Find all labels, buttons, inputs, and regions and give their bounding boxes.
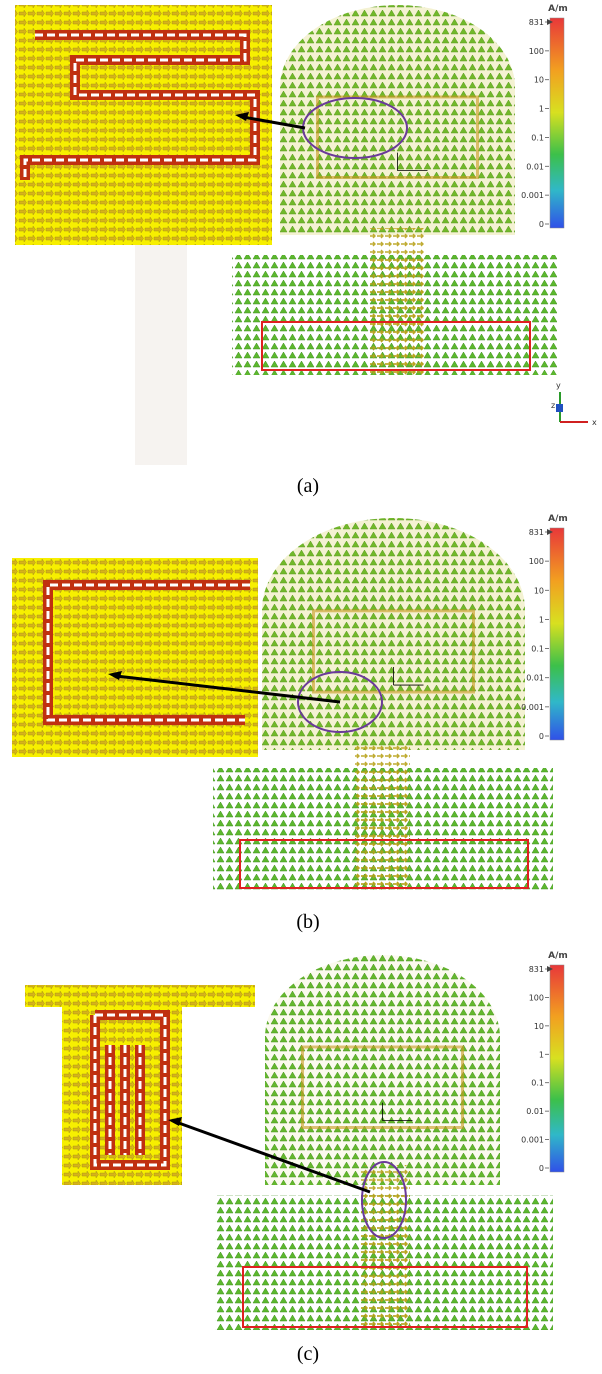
patch-tint [265, 955, 500, 1185]
patch-tint [280, 5, 515, 235]
colorbar-label: 0 [539, 1164, 544, 1173]
stub [360, 1195, 410, 1330]
axis-label: x [592, 418, 597, 427]
colorbar-label: 10 [534, 1022, 544, 1031]
colorbar-label: 0 [539, 220, 544, 229]
colorbar [550, 965, 564, 1172]
inset [15, 5, 272, 245]
stub [370, 255, 425, 375]
colorbar-unit: A/m [548, 514, 568, 524]
colorbar-unit: A/m [548, 4, 568, 14]
colorbar-label: 100 [529, 993, 544, 1002]
colorbar-label: 0.1 [531, 133, 544, 142]
colorbar-label: 10 [534, 76, 544, 85]
colorbar-label: 1 [539, 105, 544, 114]
colorbar-label: 100 [529, 557, 544, 566]
colorbar [550, 528, 564, 740]
axis-label: y [556, 381, 561, 390]
figure: A/m8311001010.10.010.0010(a)A/m831100101… [0, 0, 602, 1374]
caption: (c) [297, 1343, 319, 1365]
colorbar-label: 0.01 [526, 1107, 544, 1116]
colorbar-label: 0 [539, 732, 544, 741]
stub [355, 768, 410, 890]
colorbar [550, 18, 564, 228]
colorbar-label: 0.001 [521, 191, 544, 200]
colorbar-label: 831 [529, 965, 544, 974]
colorbar-label: 0.001 [521, 703, 544, 712]
caption: (b) [296, 911, 319, 933]
colorbar-label: 0.01 [526, 162, 544, 171]
colorbar-label: 0.1 [531, 1079, 544, 1088]
colorbar-label: 831 [529, 528, 544, 537]
axis-z [556, 404, 563, 412]
colorbar-label: 0.1 [531, 645, 544, 654]
caption: (a) [297, 475, 319, 497]
colorbar-label: 831 [529, 18, 544, 27]
colorbar-label: 10 [534, 586, 544, 595]
colorbar-unit: A/m [548, 951, 568, 961]
axis-label: z [551, 401, 555, 410]
colorbar-label: 0.01 [526, 674, 544, 683]
colorbar-label: 0.001 [521, 1136, 544, 1145]
colorbar-label: 1 [539, 615, 544, 624]
colorbar-label: 1 [539, 1050, 544, 1059]
colorbar-label: 100 [529, 47, 544, 56]
